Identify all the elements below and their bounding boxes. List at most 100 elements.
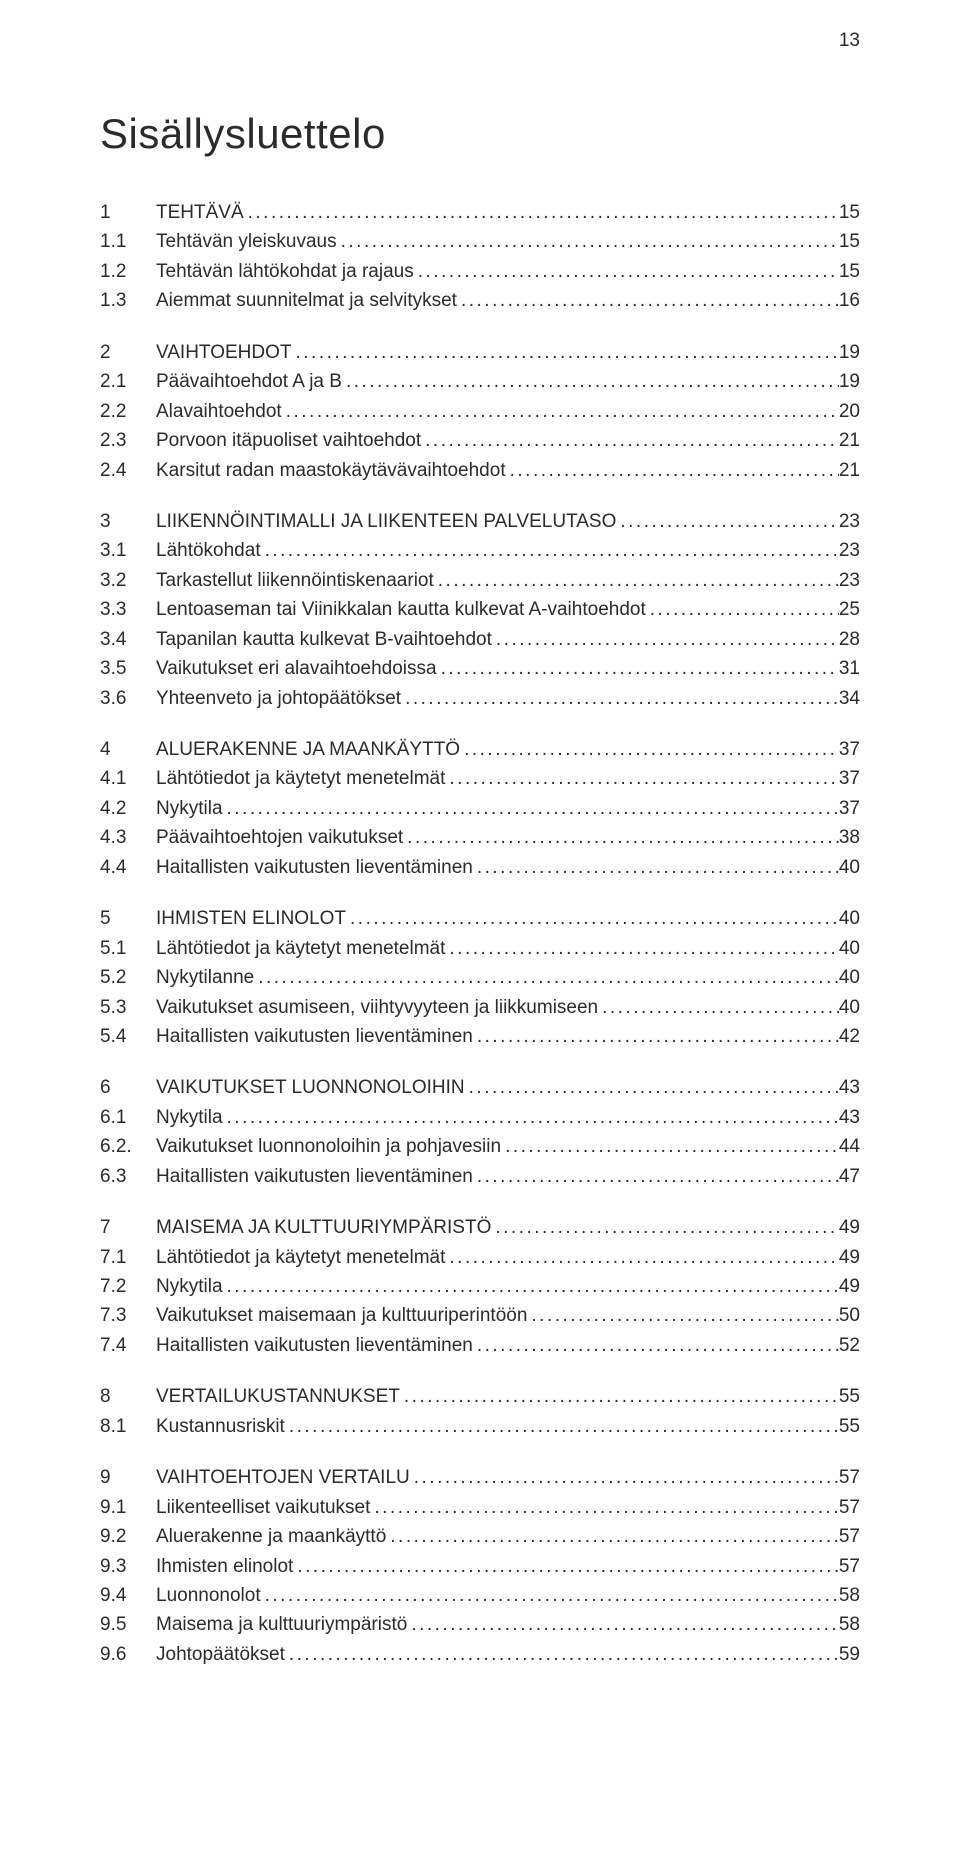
toc-subsection-row: 5.3Vaikutukset asumiseen, viihtyvyyteen …: [100, 993, 860, 1022]
toc-section-row: 3LIIKENNÖINTIMALLI JA LIIKENTEEN PALVELU…: [100, 507, 860, 536]
toc-entry-number: 7.2: [100, 1272, 156, 1301]
toc-section-row: 5IHMISTEN ELINOLOT......................…: [100, 904, 860, 933]
toc-leader-dots: ........................................…: [337, 227, 839, 256]
toc-entry-number: 9.5: [100, 1610, 156, 1639]
toc-entry-label: Tapanilan kautta kulkevat B-vaihtoehdot: [156, 625, 492, 654]
toc-leader-dots: ........................................…: [223, 1272, 839, 1301]
toc-entry-label: Nykytila: [156, 1103, 223, 1132]
toc-entry-number: 3.2: [100, 566, 156, 595]
toc-leader-dots: ........................................…: [261, 536, 839, 565]
toc-entry-page: 58: [839, 1610, 860, 1639]
toc-leader-dots: ........................................…: [491, 1213, 838, 1242]
toc-entry-page: 21: [839, 456, 860, 485]
toc-entry-label: Aiemmat suunnitelmat ja selvitykset: [156, 286, 457, 315]
toc-subsection-row: 7.1Lähtötiedot ja käytetyt menetelmät...…: [100, 1243, 860, 1272]
toc-section-row: 7MAISEMA JA KULTTUURIYMPÄRISTÖ..........…: [100, 1213, 860, 1242]
toc-entry-page: 49: [839, 1213, 860, 1242]
toc-section-block: 1TEHTÄVÄ................................…: [100, 198, 860, 316]
toc-leader-dots: ........................................…: [401, 684, 839, 713]
toc-entry-label: Kustannusriskit: [156, 1412, 285, 1441]
toc-entry-page: 25: [839, 595, 860, 624]
toc-entry-label: Tarkastellut liikennöintiskenaariot: [156, 566, 434, 595]
toc-leader-dots: ........................................…: [254, 963, 839, 992]
toc-entry-page: 40: [839, 993, 860, 1022]
toc-leader-dots: ........................................…: [445, 1243, 838, 1272]
toc-subsection-row: 1.1Tehtävän yleiskuvaus.................…: [100, 227, 860, 256]
toc-entry-page: 55: [839, 1382, 860, 1411]
toc-entry-label: Haitallisten vaikutusten lieventäminen: [156, 1162, 473, 1191]
toc-entry-page: 40: [839, 934, 860, 963]
toc-section-row: 6VAIKUTUKSET LUONNONOLOIHIN.............…: [100, 1073, 860, 1102]
toc-entry-label: Nykytila: [156, 794, 223, 823]
toc-entry-number: 1.1: [100, 227, 156, 256]
toc-entry-label: Lähtökohdat: [156, 536, 261, 565]
toc-entry-number: 7.3: [100, 1301, 156, 1330]
toc-leader-dots: ........................................…: [282, 397, 839, 426]
toc-leader-dots: ........................................…: [403, 823, 839, 852]
toc-entry-label: Vaikutukset eri alavaihtoehdoissa: [156, 654, 437, 683]
toc-entry-number: 4.3: [100, 823, 156, 852]
toc-leader-dots: ........................................…: [492, 625, 839, 654]
toc-entry-number: 5.3: [100, 993, 156, 1022]
toc-leader-dots: ........................................…: [223, 1103, 839, 1132]
toc-entry-label: Päävaihtoehdot A ja B: [156, 367, 342, 396]
toc-leader-dots: ........................................…: [342, 367, 839, 396]
toc-entry-label: Alavaihtoehdot: [156, 397, 282, 426]
toc-entry-label: Lähtötiedot ja käytetyt menetelmät: [156, 1243, 445, 1272]
toc-entry-label: Tehtävän lähtökohdat ja rajaus: [156, 257, 414, 286]
toc-entry-page: 28: [839, 625, 860, 654]
toc-entry-label: Haitallisten vaikutusten lieventäminen: [156, 853, 473, 882]
toc-entry-label: Haitallisten vaikutusten lieventäminen: [156, 1331, 473, 1360]
toc-leader-dots: ........................................…: [285, 1640, 839, 1669]
toc-entry-page: 52: [839, 1331, 860, 1360]
toc-entry-label: Nykytila: [156, 1272, 223, 1301]
toc-subsection-row: 3.1Lähtökohdat..........................…: [100, 536, 860, 565]
toc-entry-number: 3.5: [100, 654, 156, 683]
toc-subsection-row: 9.1Liikenteelliset vaikutukset..........…: [100, 1493, 860, 1522]
document-page: 13 Sisällysluettelo 1TEHTÄVÄ............…: [0, 0, 960, 1866]
toc-subsection-row: 7.2Nykytila.............................…: [100, 1272, 860, 1301]
toc-entry-number: 5: [100, 904, 156, 933]
toc-entry-page: 15: [839, 257, 860, 286]
toc-subsection-row: 4.2Nykytila.............................…: [100, 794, 860, 823]
toc-leader-dots: ........................................…: [244, 198, 839, 227]
toc-subsection-row: 2.4Karsitut radan maastokäytävävaihtoehd…: [100, 456, 860, 485]
toc-entry-number: 9.4: [100, 1581, 156, 1610]
toc-leader-dots: ........................................…: [261, 1581, 839, 1610]
toc-leader-dots: ........................................…: [386, 1522, 839, 1551]
toc-subsection-row: 9.2Aluerakenne ja maankäyttö............…: [100, 1522, 860, 1551]
toc-leader-dots: ........................................…: [414, 257, 839, 286]
toc-subsection-row: 9.5Maisema ja kulttuuriympäristö........…: [100, 1610, 860, 1639]
toc-entry-label: Johtopäätökset: [156, 1640, 285, 1669]
toc-subsection-row: 6.2.Vaikutukset luonnonoloihin ja pohjav…: [100, 1132, 860, 1161]
toc-subsection-row: 3.6Yhteenveto ja johtopäätökset.........…: [100, 684, 860, 713]
toc-leader-dots: ........................................…: [400, 1382, 839, 1411]
toc-section-block: 7MAISEMA JA KULTTUURIYMPÄRISTÖ..........…: [100, 1213, 860, 1360]
toc-section-block: 4ALUERAKENNE JA MAANKÄYTTÖ..............…: [100, 735, 860, 882]
toc-entry-page: 57: [839, 1493, 860, 1522]
toc-entry-page: 37: [839, 764, 860, 793]
toc-entry-label: Yhteenveto ja johtopäätökset: [156, 684, 401, 713]
toc-subsection-row: 3.2Tarkastellut liikennöintiskenaariot..…: [100, 566, 860, 595]
toc-subsection-row: 6.3Haitallisten vaikutusten lieventämine…: [100, 1162, 860, 1191]
toc-leader-dots: ........................................…: [598, 993, 839, 1022]
toc-entry-number: 4.1: [100, 764, 156, 793]
toc-subsection-row: 3.4Tapanilan kautta kulkevat B-vaihtoehd…: [100, 625, 860, 654]
toc-entry-label: Tehtävän yleiskuvaus: [156, 227, 337, 256]
toc-entry-page: 58: [839, 1581, 860, 1610]
toc-entry-page: 55: [839, 1412, 860, 1441]
toc-subsection-row: 7.4Haitallisten vaikutusten lieventämine…: [100, 1331, 860, 1360]
toc-section-row: 9VAIHTOEHTOJEN VERTAILU.................…: [100, 1463, 860, 1492]
toc-subsection-row: 6.1Nykytila.............................…: [100, 1103, 860, 1132]
toc-entry-number: 5.2: [100, 963, 156, 992]
toc-entry-number: 6.2.: [100, 1132, 156, 1161]
toc-subsection-row: 1.3Aiemmat suunnitelmat ja selvitykset..…: [100, 286, 860, 315]
toc-entry-page: 34: [839, 684, 860, 713]
toc-leader-dots: ........................................…: [437, 654, 839, 683]
toc-entry-page: 21: [839, 426, 860, 455]
toc-entry-page: 19: [839, 367, 860, 396]
toc-entry-page: 40: [839, 963, 860, 992]
toc-leader-dots: ........................................…: [445, 934, 838, 963]
toc-subsection-row: 5.4Haitallisten vaikutusten lieventämine…: [100, 1022, 860, 1051]
toc-subsection-row: 7.3Vaikutukset maisemaan ja kulttuuriper…: [100, 1301, 860, 1330]
